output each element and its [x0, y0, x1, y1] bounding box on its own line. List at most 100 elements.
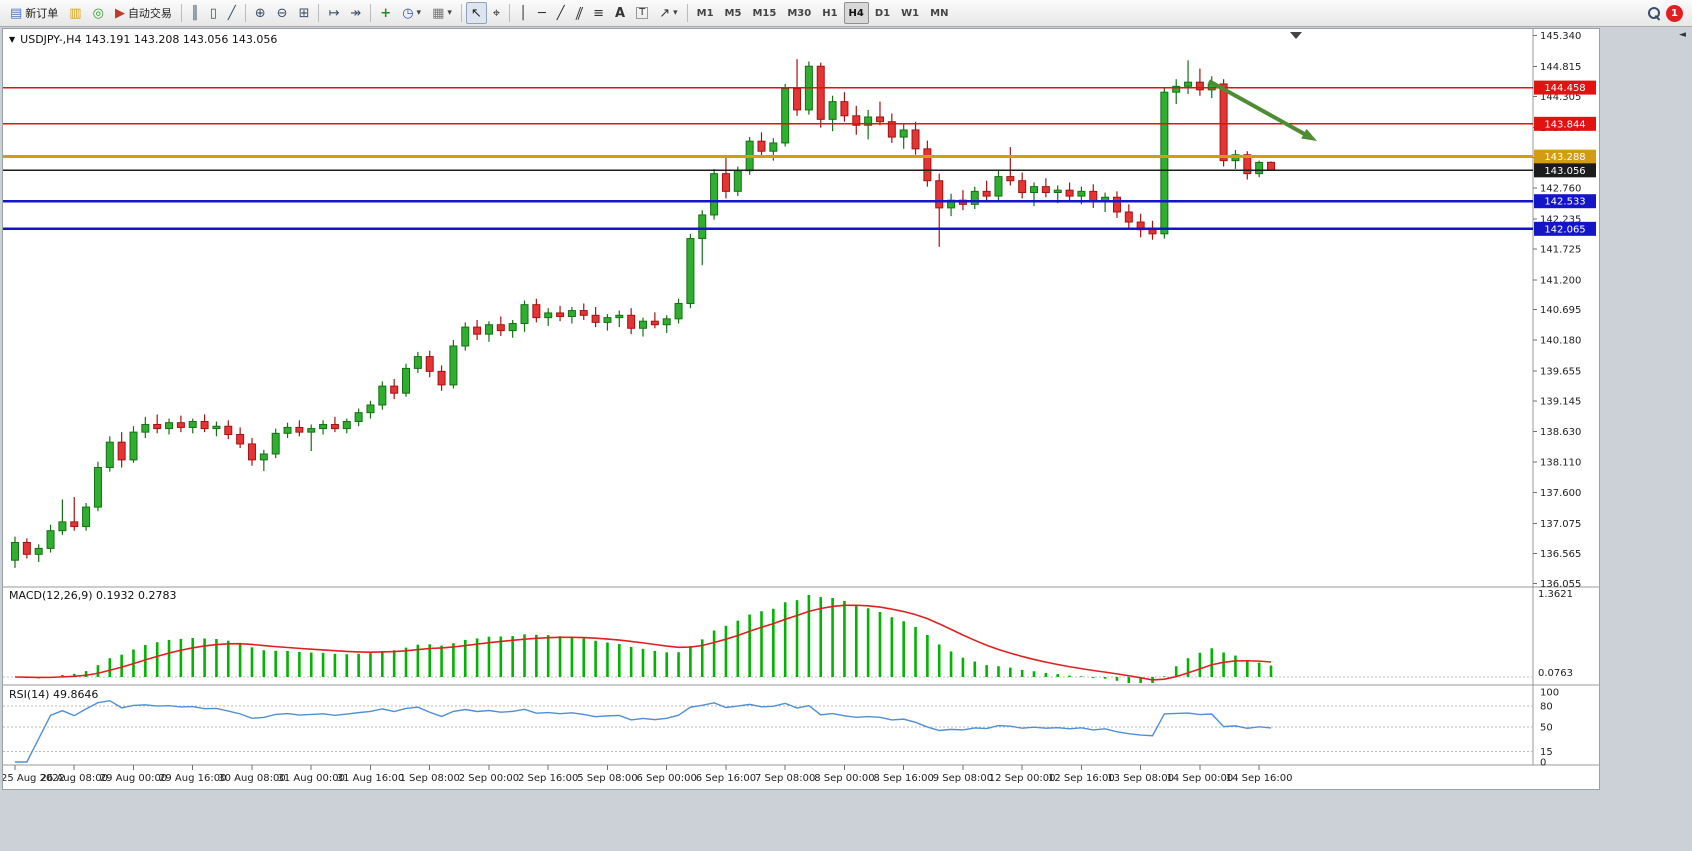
vertical-line-button[interactable]: │ — [514, 2, 532, 24]
periods-button[interactable]: ◷ ▾ — [397, 2, 426, 24]
time-axis-label[interactable]: 1 Sep 08:00 — [400, 773, 460, 784]
time-axis-label[interactable]: 12 Sep 00:00 — [989, 773, 1056, 784]
label-tool-button[interactable]: T — [631, 2, 653, 24]
time-axis-label[interactable]: 2 Sep 00:00 — [459, 773, 519, 784]
search-icon[interactable] — [1647, 6, 1661, 20]
bar-chart-mode-button[interactable]: ║ — [186, 2, 204, 24]
time-axis-label[interactable]: 14 Sep 00:00 — [1167, 773, 1234, 784]
time-axis-label[interactable]: 8 Sep 16:00 — [873, 773, 933, 784]
candlestick-mode-button[interactable]: ▯ — [205, 2, 222, 24]
timeframe-mn-button[interactable]: MN — [925, 2, 953, 24]
trendline-icon: ╱ — [556, 5, 565, 21]
price-tag — [1534, 116, 1596, 131]
text-tool-icon: A — [615, 5, 626, 21]
candle-body — [994, 176, 1003, 197]
rsi-line — [15, 699, 1272, 763]
fibonacci-button[interactable]: ≡ — [588, 2, 609, 24]
candle-body — [1255, 161, 1264, 175]
candle-body — [733, 170, 742, 192]
indicators-button[interactable]: + — [375, 2, 396, 24]
timeframe-m1-button[interactable]: M1 — [692, 2, 719, 24]
chart-title: USDJPY-,H4 143.191 143.208 143.056 143.0… — [20, 33, 278, 46]
rsi-level-label: 50 — [1540, 723, 1553, 734]
candle-body — [425, 356, 434, 372]
timeframe-h4-button[interactable]: H4 — [843, 2, 869, 24]
cursor-button[interactable]: ↖ — [465, 2, 487, 24]
price-axis-label: 141.725 — [1540, 244, 1581, 255]
scroll-up-icon[interactable]: ◄ — [1679, 30, 1686, 40]
time-axis-label[interactable]: 30 Aug 08:00 — [218, 773, 285, 784]
zoom-in-button[interactable]: ⊕ — [250, 2, 271, 24]
horizontal-line-icon: ─ — [537, 5, 546, 21]
horizontal-line-button[interactable]: ─ — [533, 2, 551, 24]
time-axis-label[interactable]: 9 Sep 08:00 — [933, 773, 993, 784]
auto-scroll-button[interactable]: ↦ — [323, 2, 344, 24]
new-order-button[interactable]: ▤ 新订单 — [5, 2, 63, 24]
candle-body — [627, 314, 636, 329]
time-axis-label[interactable]: 12 Sep 16:00 — [1048, 773, 1115, 784]
toolbar-separator — [318, 4, 320, 22]
candle-body — [781, 88, 790, 144]
time-axis-label[interactable]: 14 Sep 16:00 — [1226, 773, 1293, 784]
timeframe-m30-button[interactable]: M30 — [782, 2, 816, 24]
time-axis-label[interactable]: 8 Sep 00:00 — [814, 773, 874, 784]
line-chart-mode-button[interactable]: ╱ — [223, 2, 241, 24]
time-axis-label[interactable]: 29 Aug 16:00 — [159, 773, 226, 784]
price-axis-label: 144.815 — [1540, 62, 1581, 73]
arrows-tool-button[interactable]: ↗ ▾ — [654, 2, 682, 24]
time-axis-label[interactable]: 25 Aug 2022 — [1, 773, 65, 784]
timeframe-m5-button[interactable]: M5 — [720, 2, 747, 24]
chart-window[interactable]: 145.340144.815144.305143.780143.270142.7… — [1, 28, 1600, 790]
text-tool-button[interactable]: A — [610, 2, 630, 24]
notification-badge[interactable]: 1 — [1666, 4, 1683, 22]
crosshair-button[interactable]: ⌖ — [488, 2, 505, 24]
time-axis-label[interactable]: 6 Sep 00:00 — [637, 773, 697, 784]
chart-canvas[interactable]: 145.340144.815144.305143.780143.270142.7… — [1, 29, 1599, 789]
expert-advisors-button[interactable]: ◎ — [88, 2, 109, 24]
timeframe-m15-button[interactable]: M15 — [747, 2, 781, 24]
time-axis-label[interactable]: 29 Aug 00:00 — [100, 773, 167, 784]
trend-arrow[interactable] — [1208, 79, 1311, 139]
time-axis-label[interactable]: 5 Sep 08:00 — [577, 773, 637, 784]
tile-windows-button[interactable]: ⊞ — [294, 2, 315, 24]
auto-trading-button[interactable]: ▶ 自动交易 — [110, 2, 177, 24]
time-axis-label[interactable]: 6 Sep 16:00 — [696, 773, 756, 784]
chart-shift-button[interactable]: ↠ — [345, 2, 366, 24]
channel-button[interactable]: ∥ — [571, 2, 588, 24]
chart-shift-marker[interactable] — [1290, 32, 1302, 39]
candle-body — [864, 116, 873, 126]
toolbar-separator — [509, 4, 511, 22]
candle-body — [639, 320, 647, 329]
candle-body — [271, 432, 280, 455]
candle-body — [982, 190, 991, 197]
macd-label: MACD(12,26,9) 0.1932 0.2783 — [9, 589, 177, 602]
timeframe-w1-button[interactable]: W1 — [896, 2, 924, 24]
candle-body — [721, 173, 730, 192]
trendline-button[interactable]: ╱ — [552, 2, 570, 24]
right-gutter — [1601, 28, 1692, 790]
candle-body — [330, 423, 339, 430]
candle-body — [1243, 154, 1252, 175]
candle-body — [34, 547, 43, 555]
time-axis-label[interactable]: 7 Sep 08:00 — [755, 773, 815, 784]
candle-body — [58, 521, 67, 532]
time-axis-label[interactable]: 13 Sep 08:00 — [1107, 773, 1174, 784]
one-click-trading-arrow-icon[interactable]: ▼ — [9, 35, 16, 44]
rsi-level-label: 100 — [1540, 688, 1559, 699]
time-axis-label[interactable]: 2 Sep 16:00 — [518, 773, 578, 784]
candle-body — [875, 116, 884, 123]
time-axis-label[interactable]: 26 Aug 08:00 — [41, 773, 108, 784]
templates-icon: ▦ — [432, 5, 445, 21]
time-axis-label[interactable]: 31 Aug 00:00 — [278, 773, 345, 784]
candle-body — [484, 324, 493, 335]
timeframe-h1-button[interactable]: H1 — [817, 2, 842, 24]
timeframe-d1-button[interactable]: D1 — [870, 2, 895, 24]
time-axis-label[interactable]: 31 Aug 16:00 — [337, 773, 404, 784]
candle-body — [212, 425, 221, 430]
rsi-level-label: 0 — [1540, 758, 1546, 769]
candle-body — [354, 412, 363, 423]
candle-body — [757, 140, 766, 152]
templates-button[interactable]: ▦ ▾ — [427, 2, 457, 24]
charts-button[interactable]: ▥ — [64, 2, 86, 24]
zoom-out-button[interactable]: ⊖ — [272, 2, 293, 24]
